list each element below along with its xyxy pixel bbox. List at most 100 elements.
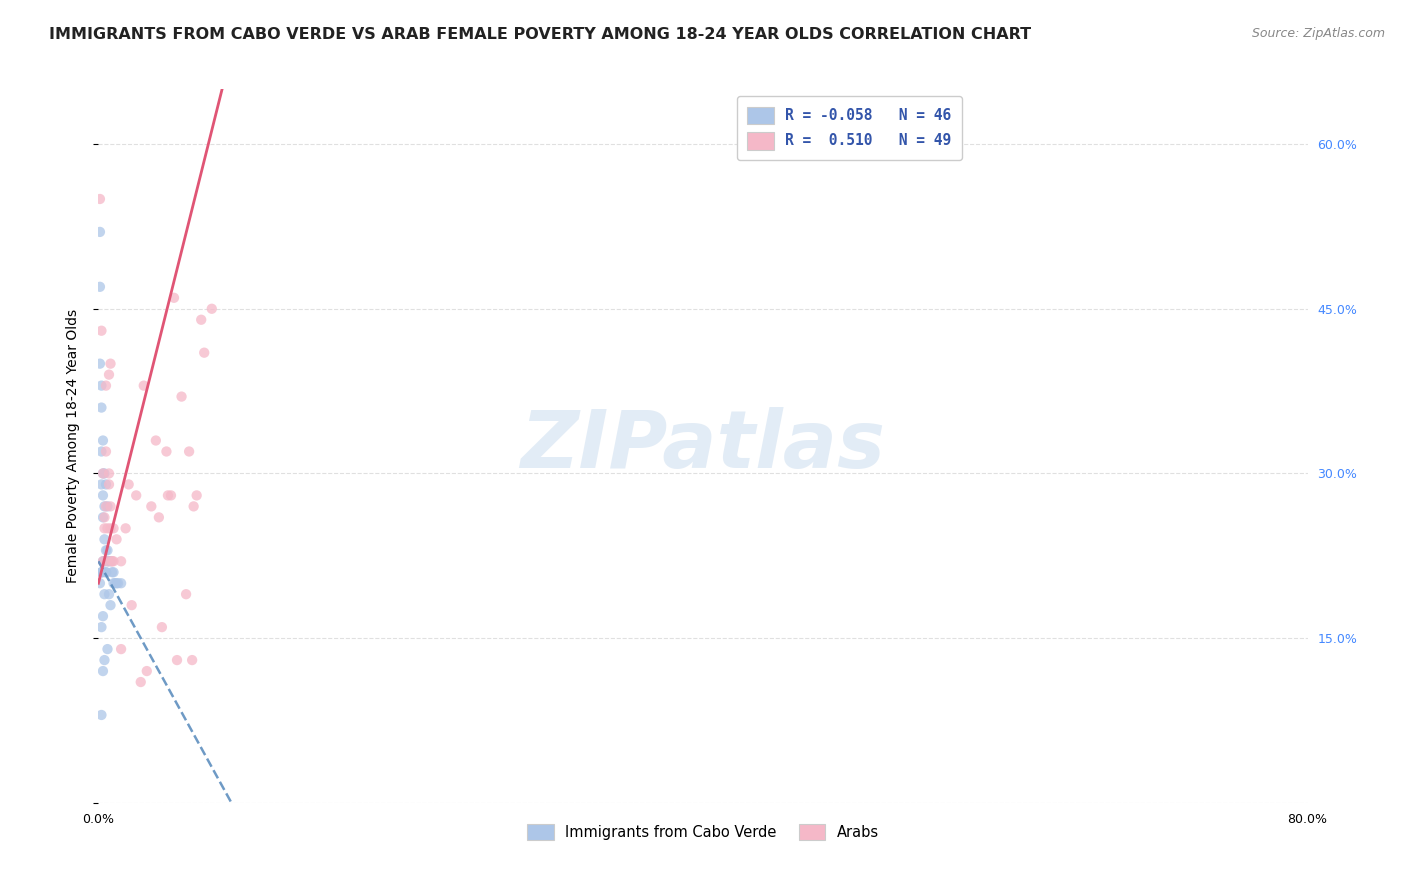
Point: [150, 620, 173, 634]
Point: [91, 664, 114, 678]
Point: [103, 554, 125, 568]
Point: [94, 566, 117, 580]
Point: [94, 477, 117, 491]
Point: [91, 554, 114, 568]
Point: [93, 533, 115, 547]
Point: [104, 576, 127, 591]
Point: [114, 521, 136, 535]
Point: [94, 500, 117, 514]
Point: [156, 488, 179, 502]
Point: [94, 444, 117, 458]
Point: [101, 566, 124, 580]
Point: [174, 587, 197, 601]
Text: IMMIGRANTS FROM CABO VERDE VS ARAB FEMALE POVERTY AMONG 18-24 YEAR OLDS CORRELAT: IMMIGRANTS FROM CABO VERDE VS ARAB FEMAL…: [49, 27, 1032, 42]
Point: [100, 357, 122, 371]
Point: [91, 609, 114, 624]
Point: [181, 653, 204, 667]
Point: [91, 467, 114, 481]
Point: [96, 642, 118, 657]
Point: [100, 554, 122, 568]
Point: [183, 500, 205, 514]
Point: [91, 488, 114, 502]
Point: [90, 566, 112, 580]
Point: [96, 500, 118, 514]
Point: [166, 653, 188, 667]
Point: [93, 467, 115, 481]
Point: [94, 566, 117, 580]
Point: [110, 554, 132, 568]
Point: [193, 345, 215, 359]
Point: [186, 488, 208, 502]
Point: [98, 467, 121, 481]
Point: [93, 554, 115, 568]
Point: [91, 510, 114, 524]
Point: [89, 576, 111, 591]
Point: [96, 543, 118, 558]
Point: [110, 576, 132, 591]
Point: [93, 653, 115, 667]
Point: [98, 554, 121, 568]
Point: [160, 488, 183, 502]
Text: ZIPatlas: ZIPatlas: [520, 407, 886, 485]
Point: [145, 434, 167, 448]
Point: [105, 576, 128, 591]
Point: [89, 192, 111, 206]
Point: [91, 434, 114, 448]
Point: [103, 566, 125, 580]
Point: [96, 554, 118, 568]
Point: [190, 312, 212, 326]
Point: [121, 598, 143, 612]
Point: [201, 301, 224, 316]
Point: [91, 566, 114, 580]
Point: [93, 521, 115, 535]
Point: [98, 587, 121, 601]
Point: [89, 280, 111, 294]
Point: [98, 477, 121, 491]
Point: [155, 444, 177, 458]
Point: [91, 467, 114, 481]
Point: [129, 675, 152, 690]
Point: [96, 521, 118, 535]
Point: [107, 576, 129, 591]
Point: [141, 500, 163, 514]
Y-axis label: Female Poverty Among 18-24 Year Olds: Female Poverty Among 18-24 Year Olds: [66, 309, 80, 583]
Point: [94, 378, 117, 392]
Point: [93, 587, 115, 601]
Point: [89, 357, 111, 371]
Point: [103, 576, 125, 591]
Point: [110, 642, 132, 657]
Point: [90, 477, 112, 491]
Point: [103, 521, 125, 535]
Point: [100, 598, 122, 612]
Point: [93, 500, 115, 514]
Point: [89, 225, 111, 239]
Point: [135, 664, 157, 678]
Point: [96, 554, 118, 568]
Point: [170, 390, 193, 404]
Point: [101, 554, 124, 568]
Point: [90, 444, 112, 458]
Text: Source: ZipAtlas.com: Source: ZipAtlas.com: [1251, 27, 1385, 40]
Point: [148, 510, 170, 524]
Point: [100, 521, 122, 535]
Point: [163, 291, 186, 305]
Point: [90, 324, 112, 338]
Point: [98, 368, 121, 382]
Point: [90, 401, 112, 415]
Point: [90, 708, 112, 723]
Point: [94, 543, 117, 558]
Point: [90, 620, 112, 634]
Point: [125, 488, 148, 502]
Point: [90, 378, 112, 392]
Point: [90, 566, 112, 580]
Point: [118, 477, 141, 491]
Legend: Immigrants from Cabo Verde, Arabs: Immigrants from Cabo Verde, Arabs: [522, 818, 884, 846]
Point: [101, 554, 124, 568]
Point: [105, 533, 128, 547]
Point: [132, 378, 155, 392]
Point: [93, 554, 115, 568]
Point: [100, 500, 122, 514]
Point: [179, 444, 201, 458]
Point: [93, 510, 115, 524]
Point: [91, 554, 114, 568]
